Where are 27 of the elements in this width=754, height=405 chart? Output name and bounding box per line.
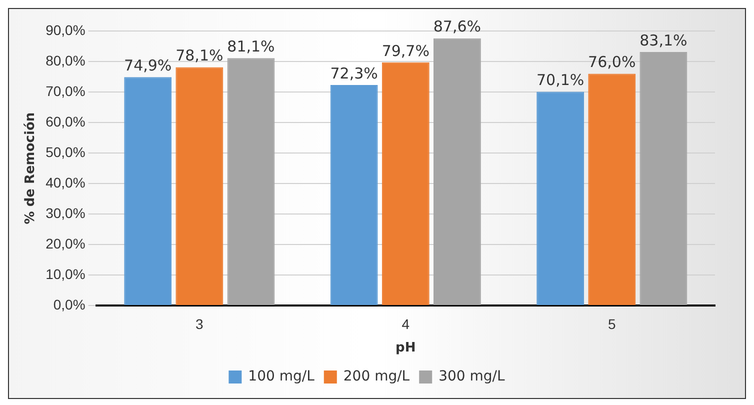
y-tick-label: 0,0% [53,296,86,312]
legend-label: 300 mg/L [438,368,506,385]
data-label: 72,3% [330,64,378,82]
data-label: 81,1% [227,38,275,56]
y-tick-label: 10,0% [46,266,86,282]
x-axis-title: pH [396,340,416,356]
y-axis-title: % de Remoción [23,112,38,224]
y-tick-label: 20,0% [46,235,86,252]
data-label: 78,1% [176,46,224,65]
x-tick-label: 4 [402,316,410,332]
x-tick-label: 5 [608,316,616,332]
data-label: 87,6% [433,18,482,36]
y-tick-label: 70,0% [46,82,86,99]
legend-label: 200 mg/L [343,368,410,385]
legend-label: 100 mg/L [248,368,315,385]
data-label: 74,9% [124,56,172,74]
data-label: 76,0% [588,53,636,72]
y-tick-label: 90,0% [46,22,86,38]
data-label: 70,1% [536,71,584,90]
y-tick-label: 30,0% [46,204,86,221]
y-tick-label: 40,0% [46,174,86,190]
y-tick-label: 80,0% [46,52,86,68]
data-label: 79,7% [382,42,430,60]
data-label: 83,1% [640,31,688,50]
x-tick-label: 3 [196,316,204,332]
y-tick-label: 50,0% [46,144,86,160]
y-tick-label: 60,0% [46,113,86,130]
